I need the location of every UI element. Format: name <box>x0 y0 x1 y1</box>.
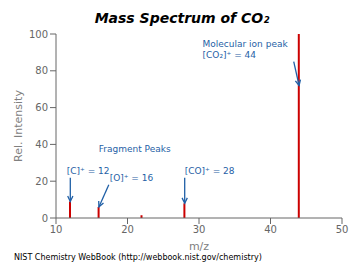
html-text:Mass Spectrum of CO₂: Mass Spectrum of CO₂ <box>94 10 270 26</box>
svg-text:30: 30 <box>193 224 206 235</box>
svg-text:Fragment Peaks: Fragment Peaks <box>99 144 171 154</box>
svg-text:40: 40 <box>264 224 277 235</box>
svg-text:[CO₂]⁺ = 44: [CO₂]⁺ = 44 <box>203 50 257 60</box>
svg-text:[O]⁺ = 16: [O]⁺ = 16 <box>110 173 154 183</box>
svg-text:20: 20 <box>121 224 134 235</box>
svg-text:m/z: m/z <box>189 240 209 252</box>
svg-text:Molecular ion peak: Molecular ion peak <box>203 39 289 49</box>
svg-text:80: 80 <box>35 65 48 76</box>
svg-text:50: 50 <box>336 224 349 235</box>
svg-text:20: 20 <box>35 176 48 187</box>
svg-text:0: 0 <box>42 213 48 224</box>
svg-text:40: 40 <box>35 139 48 150</box>
svg-text:100: 100 <box>29 29 48 40</box>
svg-text:10: 10 <box>50 224 63 235</box>
html-text:NIST Chemistry WebBook (http:/: NIST Chemistry WebBook (http://webbook.n… <box>14 253 262 262</box>
svg-text:[CO]⁺ = 28: [CO]⁺ = 28 <box>185 166 235 176</box>
svg-text:[C]⁺ = 12: [C]⁺ = 12 <box>67 166 110 176</box>
svg-text:60: 60 <box>35 102 48 113</box>
svg-text:Rel. Intensity: Rel. Intensity <box>12 90 25 162</box>
